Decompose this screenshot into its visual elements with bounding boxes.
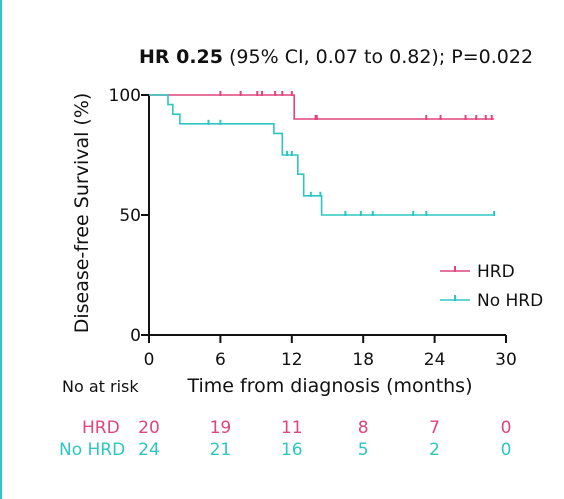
series-line-no-hrd (149, 94, 495, 216)
chart-title-rest: (95% CI, 0.07 to 0.82); P=0.022 (223, 46, 533, 68)
axes: 0 50 100 0 6 12 18 24 30 (109, 86, 517, 370)
x-tick-label: 6 (215, 350, 226, 370)
at-risk-value-hrd: 7 (429, 418, 440, 438)
x-tick-label: 18 (352, 350, 374, 370)
chart-title-bold: HR 0.25 (139, 46, 223, 68)
chart-title: HR 0.25 (95% CI, 0.07 to 0.82); P=0.022 (139, 46, 533, 68)
at-risk-value-no-hrd: 0 (501, 440, 512, 460)
y-tick-label: 100 (109, 86, 141, 106)
x-tick-label: 0 (144, 350, 155, 370)
at-risk-table: HRD 20 19 11 8 7 0No HRD 24 21 16 5 2 0 (59, 418, 511, 460)
at-risk-value-hrd: 11 (281, 418, 303, 438)
x-axis-label: Time from diagnosis (months) (186, 375, 472, 397)
at-risk-value-no-hrd: 24 (138, 440, 160, 460)
legend-label-hrd: HRD (477, 262, 515, 282)
at-risk-value-hrd: 0 (501, 418, 512, 438)
at-risk-label: No at risk (62, 377, 139, 396)
at-risk-name-hrd: HRD (82, 418, 120, 438)
x-tick-label: 24 (424, 350, 446, 370)
at-risk-value-hrd: 8 (358, 418, 369, 438)
legend: HRD No HRD (440, 262, 543, 311)
y-tick-label: 0 (130, 326, 141, 346)
at-risk-name-no-hrd: No HRD (59, 440, 125, 460)
y-tick-label: 50 (119, 206, 141, 226)
x-tick-label: 30 (495, 350, 517, 370)
left-accent-border (0, 0, 2, 499)
at-risk-value-hrd: 19 (210, 418, 232, 438)
legend-label-no-hrd: No HRD (477, 291, 543, 311)
at-risk-value-no-hrd: 2 (429, 440, 440, 460)
at-risk-value-hrd: 20 (138, 418, 160, 438)
x-tick-label: 12 (281, 350, 303, 370)
series-line-hrd (149, 94, 495, 120)
at-risk-value-no-hrd: 5 (358, 440, 369, 460)
at-risk-value-no-hrd: 21 (210, 440, 232, 460)
plot-area (149, 91, 496, 216)
y-axis-label: Disease-free Survival (%) (71, 93, 93, 334)
at-risk-value-no-hrd: 16 (281, 440, 303, 460)
